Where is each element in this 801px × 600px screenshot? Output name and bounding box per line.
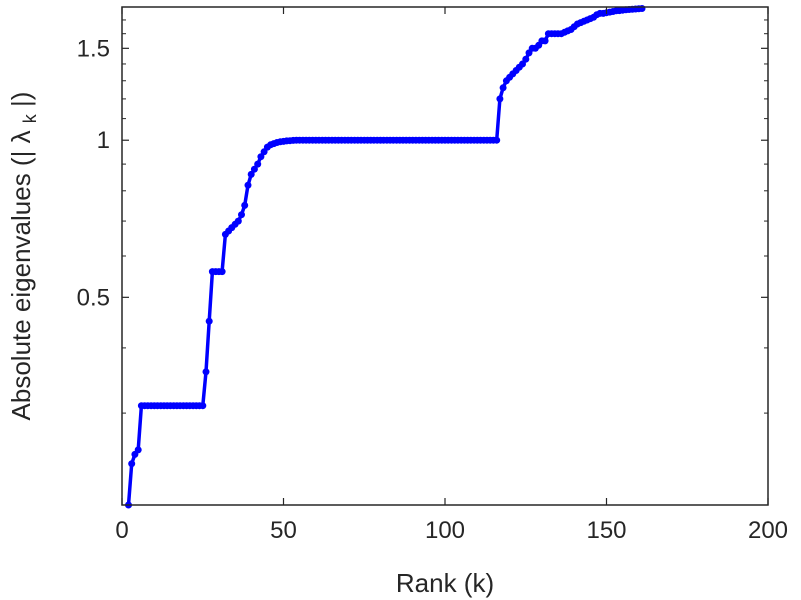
data-point <box>218 268 226 276</box>
data-point <box>541 37 549 45</box>
y-tick-label: 0.5 <box>77 284 110 311</box>
data-point <box>247 170 255 178</box>
data-point <box>128 460 136 468</box>
y-tick-label: 1 <box>97 127 110 154</box>
data-point <box>134 446 142 454</box>
data-point <box>238 211 245 219</box>
x-tick-label: 200 <box>748 517 788 544</box>
data-point <box>241 201 249 209</box>
x-tick-label: 0 <box>115 517 128 544</box>
data-point <box>254 160 262 168</box>
y-axis-label: Absolute eigenvalues (| λ k |) <box>6 92 42 421</box>
data-point <box>199 402 207 410</box>
data-point <box>234 217 242 225</box>
x-axis-label: Rank (k) <box>396 568 494 598</box>
y-axis-label-main: Absolute eigenvalues (| <box>6 151 36 421</box>
series-layer <box>125 5 646 509</box>
data-point <box>638 5 646 12</box>
y-axis-label-symbol: λ <box>6 130 36 143</box>
x-tick-label: 100 <box>425 517 465 544</box>
data-point <box>202 368 210 376</box>
data-point <box>244 181 252 189</box>
x-tick-label: 150 <box>586 517 626 544</box>
y-axis-label-subscript: k <box>20 113 40 123</box>
data-point <box>493 136 501 144</box>
ticks-layer: 0 50 100 150 200 0.5 1 1.5 <box>77 6 788 544</box>
data-point <box>499 84 507 92</box>
y-tick-label: 1.5 <box>77 35 110 62</box>
data-point <box>250 165 258 173</box>
data-point <box>496 95 504 103</box>
data-point <box>205 317 213 325</box>
x-tick-label: 50 <box>270 517 297 544</box>
y-axis-label-suffix: |) <box>6 92 36 107</box>
data-point <box>522 55 530 63</box>
